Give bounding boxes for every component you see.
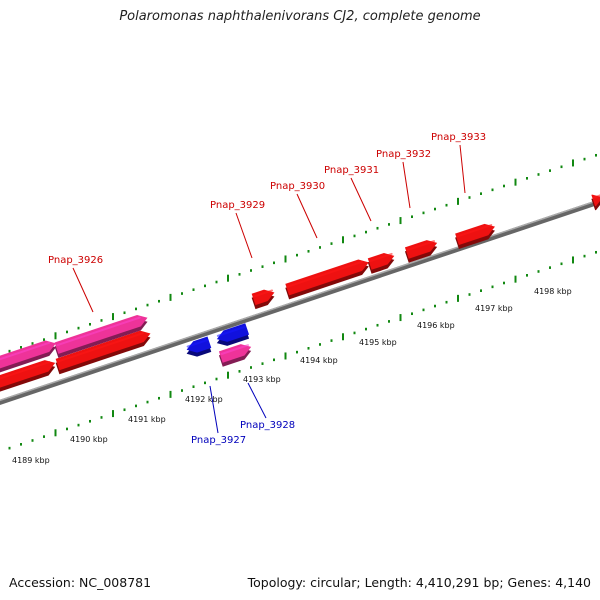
gene-arrow-pnap-3932-body — [404, 240, 438, 259]
gene-arrow-pnap-3926-body — [55, 330, 151, 371]
gene-label-pnap-3930[interactable]: Pnap_3930 — [270, 181, 325, 192]
gene-arrow-left-edge-highlight — [0, 361, 51, 380]
kbp-label-4190: 4190 kbp — [70, 435, 108, 444]
gene-arrow-pnap-3931-body — [367, 253, 395, 270]
gene-arrow-pnap-3926-highlight — [57, 332, 144, 363]
gene-arrow-pnap-3929[interactable] — [251, 289, 275, 310]
gene-arrow-pnap-3931-highlight — [369, 252, 393, 262]
gene-arrow-left-edge[interactable] — [0, 360, 56, 395]
kbp-label-4196: 4196 kbp — [417, 321, 455, 330]
gene-arrow-pnap-3928-highlight — [216, 326, 246, 337]
kbp-label-4193: 4193 kbp — [243, 375, 281, 384]
kbp-label-4195: 4195 kbp — [359, 338, 397, 347]
callout-pnap-3928 — [247, 382, 267, 419]
gene-arrow-pnap-3932[interactable] — [404, 240, 438, 263]
gene-label-pnap-3926[interactable]: Pnap_3926 — [48, 255, 103, 266]
gene-label-pnap-3927[interactable]: Pnap_3927 — [191, 435, 246, 446]
gene-arrow-pnap-3933-highlight — [457, 224, 493, 238]
gene-label-pnap-3931[interactable]: Pnap_3931 — [324, 165, 379, 176]
gene-arrow-rna-left-highlight — [0, 341, 51, 361]
gene-arrow-pnap-3929-body — [251, 289, 275, 306]
callout-pnap-3930 — [296, 193, 318, 239]
gene-arrow-rna-3926[interactable] — [54, 314, 148, 358]
gene-arrow-rna-3928[interactable] — [218, 344, 252, 367]
callout-pnap-3933 — [459, 144, 466, 194]
gene-label-pnap-3928[interactable]: Pnap_3928 — [240, 420, 295, 431]
callout-pnap-3926 — [72, 267, 94, 313]
gene-arrow-pnap-3930[interactable] — [285, 259, 369, 300]
gene-arrow-pnap-3930-highlight — [287, 260, 363, 288]
callout-pnap-3927 — [209, 385, 219, 434]
gene-arrow-pnap-3930-body — [285, 259, 369, 296]
gene-arrow-rna-left[interactable] — [0, 340, 56, 378]
gene-arrow-pnap-3927[interactable] — [186, 336, 212, 357]
kbp-label-4198: 4198 kbp — [534, 287, 572, 296]
gene-arrow-rna-3926-body — [54, 314, 148, 354]
gene-label-pnap-3929[interactable]: Pnap_3929 — [210, 200, 265, 211]
map-title: Polaromonas naphthalenivorans CJ2, compl… — [119, 9, 481, 24]
label-callouts — [72, 144, 466, 434]
kbp-label-4197: 4197 kbp — [475, 304, 513, 313]
genome-backbone-highlight — [0, 198, 600, 402]
gene-arrow-pnap-3926[interactable] — [55, 330, 151, 375]
gene-arrow-rna-3926-highlight — [56, 316, 141, 347]
callout-pnap-3931 — [350, 177, 372, 222]
gene-arrow-pnap-3927-highlight — [186, 339, 208, 348]
gene-arrow-pnap-3932-highlight — [406, 240, 436, 251]
kbp-label-4189: 4189 kbp — [12, 456, 50, 465]
gene-arrow-pnap-3933-body — [455, 223, 495, 246]
gene-arrow-pnap-3931[interactable] — [367, 252, 395, 274]
gene-arrow-left-edge-body — [0, 360, 56, 388]
gene-arrow-pnap-3929-highlight — [253, 289, 274, 298]
kbp-label-4191: 4191 kbp — [128, 415, 166, 424]
callout-pnap-3932 — [402, 161, 411, 209]
gene-arrow-pnap-3933[interactable] — [455, 223, 495, 250]
kbp-label-4192: 4192 kbp — [185, 395, 223, 404]
genome-backbone — [0, 199, 600, 405]
kbp-label-4194: 4194 kbp — [300, 356, 338, 365]
gene-label-pnap-3933[interactable]: Pnap_3933 — [431, 132, 486, 143]
gene-arrow-right-edge-highlight — [593, 194, 600, 199]
gene-arrow-rna-3928-highlight — [220, 344, 250, 355]
gene-arrow-pnap-3928[interactable] — [216, 323, 250, 346]
gene-arrow-right-edge[interactable] — [591, 194, 600, 211]
gene-label-pnap-3932[interactable]: Pnap_3932 — [376, 149, 431, 160]
topology-text: Topology: circular; Length: 4,410,291 bp… — [247, 575, 591, 590]
callout-pnap-3929 — [235, 212, 253, 259]
accession-text: Accession: NC_008781 — [9, 575, 152, 590]
tick-marks — [8, 153, 597, 450]
gene-arrows — [0, 194, 600, 395]
gene-arrow-rna-left-body — [0, 340, 56, 369]
gene-arrow-rna-3928-body — [218, 344, 252, 363]
